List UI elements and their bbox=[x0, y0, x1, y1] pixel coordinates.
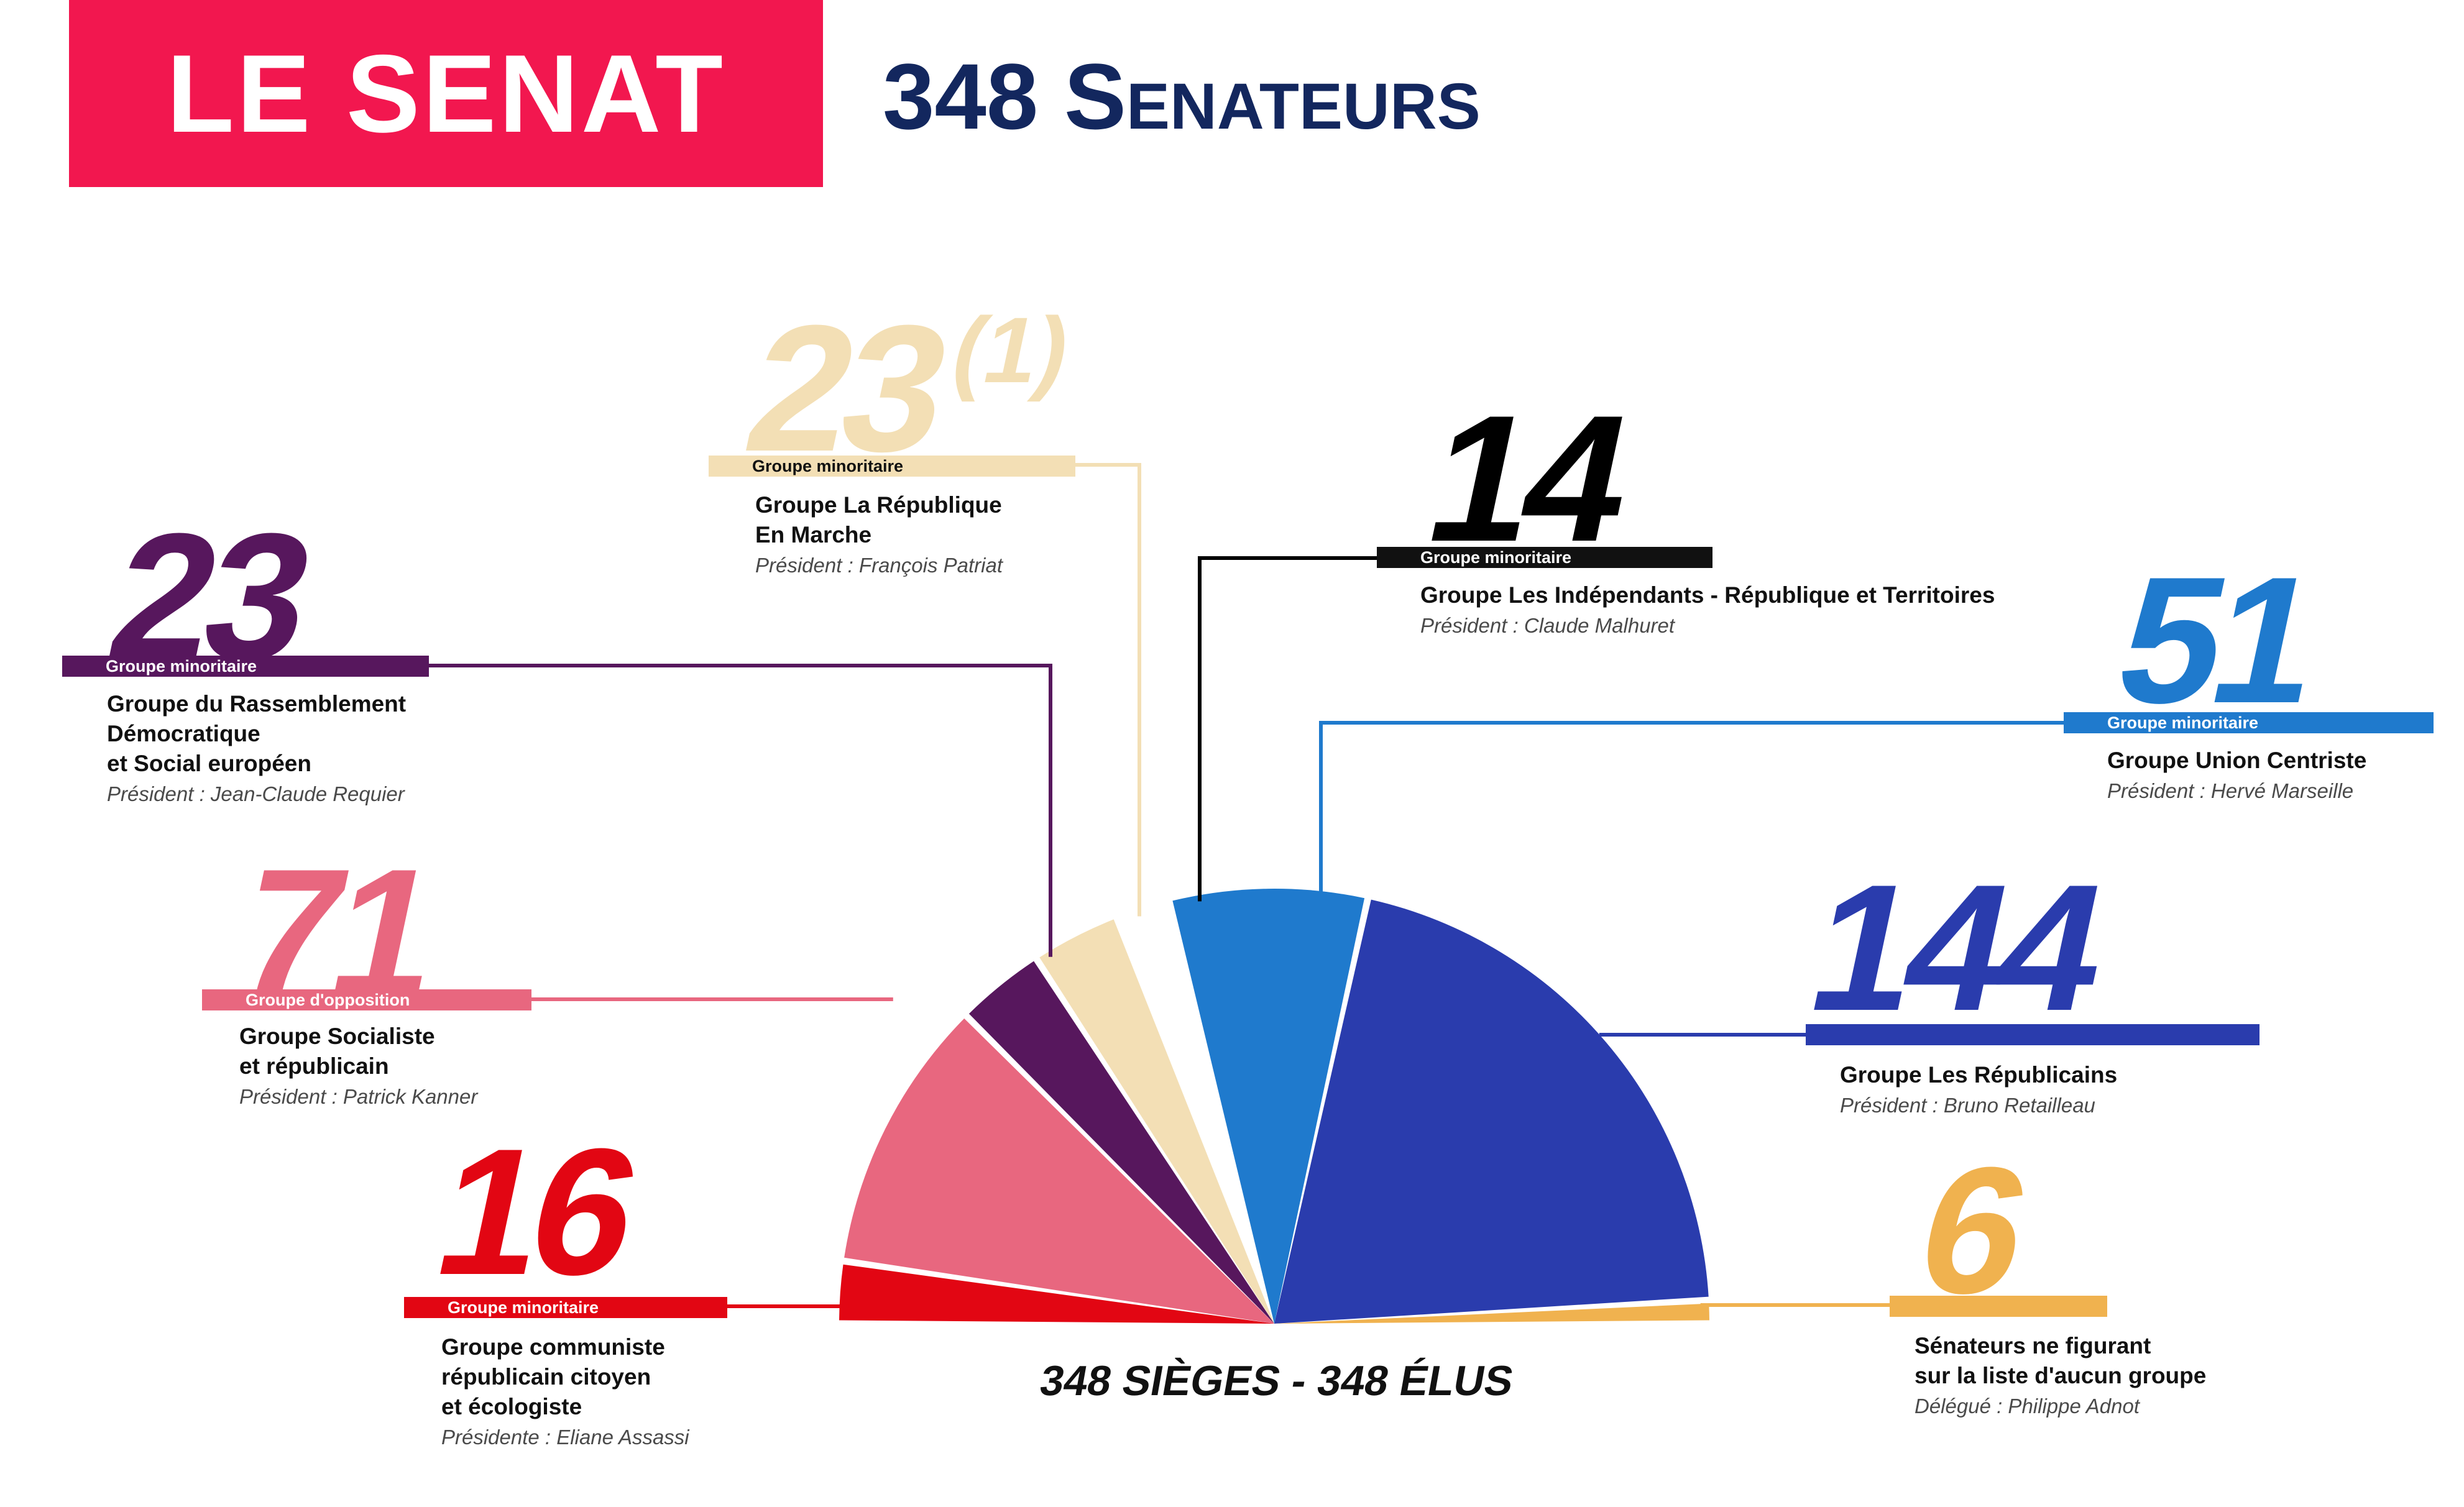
group-name-line: Groupe Les Républicains bbox=[1840, 1062, 2117, 1088]
group-president-label: Président : Patrick Kanner bbox=[239, 1085, 479, 1108]
page-title: 348 Senateurs bbox=[883, 44, 1481, 149]
label-bar bbox=[62, 656, 429, 677]
label-bar bbox=[2064, 712, 2434, 733]
label-bar bbox=[404, 1297, 727, 1318]
connector-line bbox=[1319, 721, 2064, 897]
group-president-label: Président : Jean-Claude Requier bbox=[107, 782, 406, 805]
group-president-label: Président : Claude Malhuret bbox=[1420, 614, 1676, 637]
pie-slice bbox=[1119, 902, 1274, 1324]
seat-count-label: 16 bbox=[421, 1112, 652, 1312]
connector-line bbox=[1075, 463, 1141, 917]
group-status-label: Groupe minoritaire bbox=[752, 457, 903, 475]
pie-slice bbox=[968, 961, 1274, 1324]
group-name-line: Groupe Les Indépendants - République et … bbox=[1420, 582, 1995, 608]
connectors-group bbox=[429, 463, 2064, 1308]
group-president-label: Président : Hervé Marseille bbox=[2107, 779, 2353, 802]
seat-count-label: 144 bbox=[1795, 848, 2124, 1048]
pie-slice bbox=[1274, 1303, 1709, 1324]
seat-count-label: 51 bbox=[2102, 540, 2333, 741]
label-bar bbox=[1890, 1296, 2107, 1317]
group-name-line: Démocratique bbox=[107, 721, 260, 746]
label-bar bbox=[202, 989, 531, 1010]
group-label: 144 Groupe Les Républicains Président : Br… bbox=[1795, 848, 2259, 1117]
title-badge-text: LE SENAT bbox=[167, 32, 725, 155]
pie-slice bbox=[1172, 889, 1365, 1324]
group-president-label: Président : François Patriat bbox=[755, 554, 1004, 577]
group-status-label: Groupe d'opposition bbox=[246, 991, 410, 1009]
group-name-line: et Social européen bbox=[107, 751, 311, 776]
group-president-label: Présidente : Eliane Assassi bbox=[441, 1426, 690, 1449]
group-name-line: républicain citoyen bbox=[441, 1364, 651, 1390]
label-bar bbox=[1806, 1024, 2259, 1045]
label-bar bbox=[709, 456, 1075, 477]
group-name-line: sur la liste d'aucun groupe bbox=[1915, 1363, 2206, 1388]
group-status-label: Groupe minoritaire bbox=[106, 657, 257, 676]
group-name-line: Groupe communiste bbox=[441, 1334, 665, 1360]
pie-slice bbox=[1039, 919, 1274, 1324]
group-status-label: Groupe minoritaire bbox=[1420, 548, 1571, 567]
title-badge: LE SENAT bbox=[69, 0, 823, 187]
total-seats-label: 348 SIÈGES - 348 ÉLUS bbox=[1037, 1357, 1517, 1404]
group-name-line: Groupe Socialiste bbox=[239, 1024, 435, 1049]
slices-group bbox=[839, 889, 1709, 1324]
group-name-line: En Marche bbox=[755, 522, 871, 547]
group-status-label: Groupe minoritaire bbox=[2107, 713, 2258, 732]
group-name-line: et écologiste bbox=[441, 1394, 582, 1419]
connector-line bbox=[429, 664, 1052, 957]
pie-slice bbox=[839, 1264, 1274, 1324]
group-name-line: Sénateurs ne figurant bbox=[1915, 1333, 2151, 1358]
pie-slice bbox=[844, 1018, 1274, 1324]
group-status-label: Groupe minoritaire bbox=[448, 1298, 599, 1317]
group-name-line: Groupe La République bbox=[755, 492, 1002, 518]
group-name-line: Groupe Union Centriste bbox=[2107, 748, 2366, 773]
pie-slice bbox=[1274, 899, 1709, 1324]
group-name-line: Groupe du Rassemblement bbox=[107, 691, 406, 717]
group-president-label: Président : Bruno Retailleau bbox=[1840, 1094, 2095, 1117]
connector-line bbox=[1198, 556, 1377, 902]
group-president-label: Délégué : Philippe Adnot bbox=[1915, 1395, 2141, 1418]
label-bar bbox=[1377, 547, 1712, 568]
group-name-line: et républicain bbox=[239, 1053, 389, 1079]
footnote-label: (1) bbox=[944, 299, 1080, 403]
